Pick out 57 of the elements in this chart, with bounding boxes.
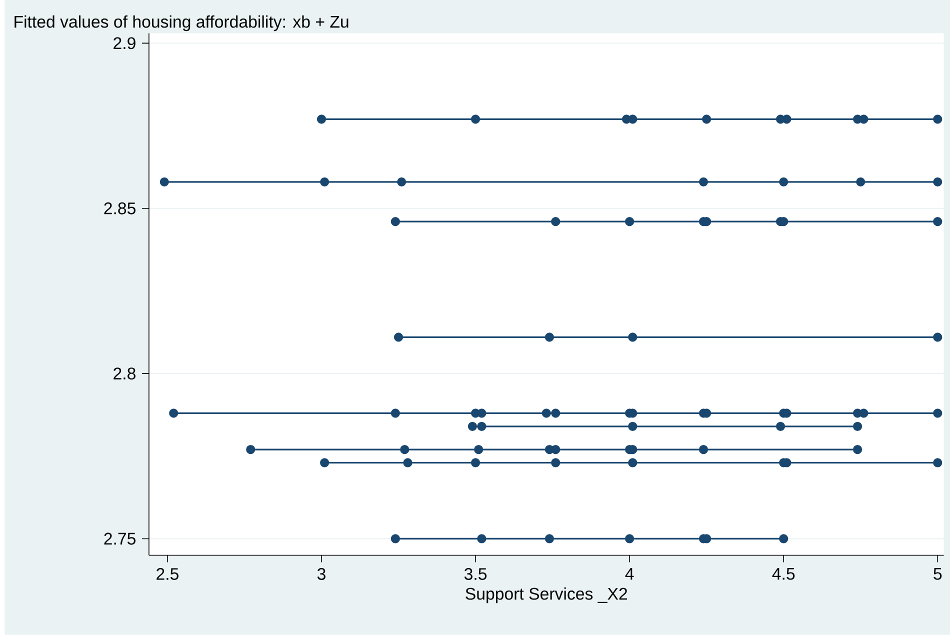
x-tick-label: 4.5 (772, 568, 795, 580)
point (316, 114, 326, 124)
point (320, 177, 330, 187)
point (400, 445, 410, 454)
point (160, 177, 169, 187)
point (628, 422, 638, 432)
point (779, 534, 788, 544)
point (856, 177, 866, 187)
point (625, 217, 634, 226)
point (551, 217, 560, 226)
point (776, 422, 786, 432)
y-tick-label: 2.9 (114, 37, 136, 50)
point (474, 445, 484, 454)
y-tick-label: 2.75 (104, 532, 136, 545)
y-tick-label: 2.85 (104, 202, 136, 214)
point (852, 422, 862, 432)
point (468, 422, 478, 432)
point (933, 408, 942, 418)
point (397, 177, 406, 187)
point (779, 177, 788, 187)
point (933, 458, 942, 468)
x-axis-title: Support Services _X2 (466, 587, 627, 604)
point (698, 445, 708, 454)
point (320, 458, 330, 468)
point (470, 458, 480, 468)
y-axis-title: Fitted values of housing affordability: xb + Zu (14, 15, 348, 32)
point (542, 408, 551, 418)
point (390, 408, 400, 418)
point (628, 458, 638, 468)
point (933, 114, 942, 124)
point (403, 458, 412, 468)
point (625, 534, 634, 544)
point (628, 332, 638, 342)
point (390, 217, 400, 226)
point (390, 534, 400, 544)
point (933, 177, 942, 187)
point (852, 445, 862, 454)
point (544, 332, 554, 342)
point (394, 332, 404, 342)
x-tick-label: 2.5 (156, 568, 178, 580)
point (933, 332, 942, 342)
point (470, 114, 480, 124)
point (551, 408, 560, 418)
point (544, 534, 554, 544)
point (551, 458, 560, 468)
x-tick-label: 5 (934, 568, 942, 580)
point (246, 445, 256, 454)
x-tick-label: 3.5 (464, 568, 487, 580)
x-tick-label: 4 (625, 568, 634, 580)
point (477, 534, 486, 544)
x-tick-label: 3 (317, 568, 326, 580)
point (698, 177, 708, 187)
point (702, 114, 712, 124)
point (169, 408, 178, 418)
point (933, 217, 942, 226)
point (477, 422, 486, 432)
y-tick-label: 2.8 (114, 368, 136, 380)
